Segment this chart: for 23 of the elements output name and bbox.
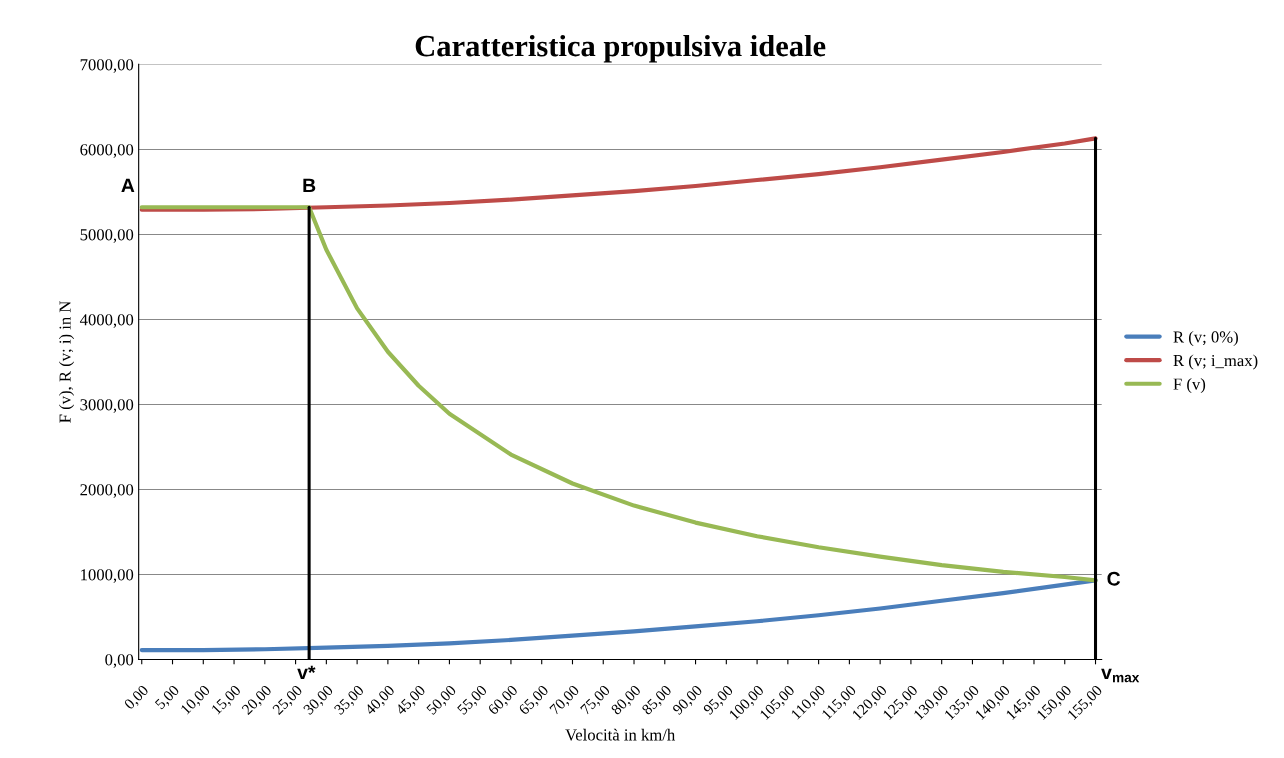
y-tick-label: 4000,00 bbox=[79, 314, 134, 328]
annotation: B bbox=[303, 178, 316, 193]
annotation: A bbox=[121, 178, 135, 193]
y-tick-label: 1000,00 bbox=[81, 569, 134, 583]
y-tick-label: 3000,00 bbox=[80, 399, 134, 413]
y-axis-title: F (v), R (v; i) in N bbox=[58, 300, 75, 423]
annotation: C bbox=[1107, 571, 1121, 586]
y-tick-label: 6000,00 bbox=[80, 144, 134, 158]
annotation: v* bbox=[297, 665, 316, 680]
line-series bbox=[139, 205, 1098, 583]
legend-label: F (v) bbox=[1173, 377, 1206, 394]
y-tick-label: 2000,00 bbox=[80, 484, 134, 498]
y-tick-label: 5000,00 bbox=[80, 229, 134, 243]
legend-label: R (v; 0%) bbox=[1173, 330, 1238, 346]
chart-title: Caratteristica propulsiva ideale bbox=[415, 34, 826, 63]
y-tick-label: 0,00 bbox=[105, 654, 134, 668]
annotation: v$_{max}$ bbox=[1101, 668, 1140, 683]
x-tick-label: 5,00 bbox=[154, 684, 182, 712]
x-axis-title: Velocità in km/h bbox=[565, 728, 676, 741]
legend-label: R (v; i_max) bbox=[1173, 354, 1258, 370]
x-tick-label: 0,00 bbox=[123, 684, 151, 712]
y-tick-label: 7000,00 bbox=[80, 59, 134, 73]
line-series bbox=[139, 136, 1098, 212]
